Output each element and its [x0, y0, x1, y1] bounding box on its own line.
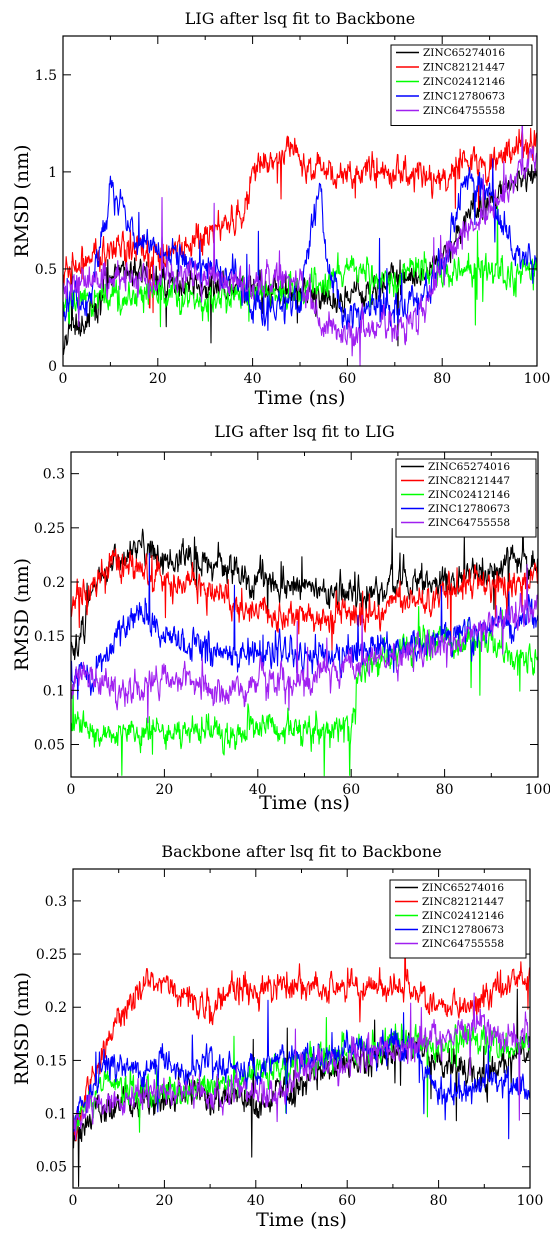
y-tick-label: 0.05	[36, 1160, 67, 1176]
chart-panel-2: LIG after lsq fit to LIG 0 20 40 60 80 100 0.05…	[11, 422, 550, 814]
legend: ZINC65274016 ZINC82121447 ZINC02412146 ZINC…	[390, 44, 533, 126]
chart-panel-3: Backbone after lsq fit to Backbone 0 20 40 6…	[11, 842, 543, 1231]
x-tick-label: 80	[433, 371, 451, 387]
legend-label: ZINC65274016	[428, 461, 510, 473]
y-tick-label: 0.05	[34, 738, 65, 754]
y-tick-label: 0.5	[35, 262, 57, 278]
legend-label: ZINC82121447	[423, 62, 505, 74]
legend-label: ZINC82121447	[428, 475, 510, 487]
legend-label: ZINC02412146	[422, 910, 504, 922]
series-line-ZINC12780673	[71, 552, 538, 700]
series-group	[71, 515, 538, 777]
y-tick-label: 0	[48, 359, 57, 375]
x-tick-label: 20	[149, 371, 167, 387]
chart-title: LIG after lsq fit to Backbone	[185, 9, 416, 28]
x-tick-label: 100	[517, 1193, 544, 1209]
y-tick-label: 1.5	[35, 68, 57, 84]
series-line-ZINC02412146	[63, 205, 537, 328]
chart-title: Backbone after lsq fit to Backbone	[161, 842, 441, 861]
legend-box	[395, 458, 537, 538]
chart-title: LIG after lsq fit to LIG	[214, 422, 395, 441]
x-tick-label: 60	[338, 1193, 356, 1209]
x-tick-label: 0	[67, 782, 76, 798]
x-tick-label: 100	[525, 782, 550, 798]
legend-label: ZINC65274016	[422, 882, 504, 894]
legend-label: ZINC65274016	[423, 47, 505, 59]
series-line-ZINC65274016	[63, 164, 537, 355]
legend-label: ZINC82121447	[422, 896, 504, 908]
legend-label: ZINC12780673	[422, 924, 504, 936]
legend-label: ZINC64755558	[428, 517, 510, 529]
y-axis-label: RMSD (nm)	[11, 972, 33, 1085]
y-tick-label: 0.2	[45, 1000, 67, 1016]
legend-box	[390, 44, 533, 126]
series-line-ZINC64755558	[71, 563, 538, 724]
y-tick-label: 0.1	[45, 1107, 67, 1123]
x-tick-label: 60	[342, 782, 360, 798]
series-line-ZINC64755558	[73, 992, 530, 1141]
x-tick-label: 20	[155, 782, 173, 798]
x-tick-label: 80	[430, 1193, 448, 1209]
legend-label: ZINC02412146	[423, 76, 505, 88]
y-tick-label: 0.15	[34, 629, 65, 645]
legend-label: ZINC02412146	[428, 489, 510, 501]
legend-label: ZINC12780673	[423, 91, 505, 103]
x-tick-label: 80	[436, 782, 454, 798]
x-axis-label: Time (ns)	[256, 1209, 347, 1231]
x-tick-label: 100	[524, 371, 550, 387]
legend-label: ZINC64755558	[423, 105, 505, 117]
x-tick-label: 0	[59, 371, 68, 387]
x-axis-label: Time (ns)	[255, 387, 346, 409]
x-tick-label: 0	[69, 1193, 78, 1209]
x-tick-label: 40	[249, 782, 267, 798]
y-axis-label: RMSD (nm)	[11, 144, 33, 257]
y-tick-label: 0.15	[36, 1053, 67, 1069]
series-line-ZINC65274016	[73, 988, 530, 1187]
y-tick-label: 1	[48, 165, 57, 181]
y-tick-label: 0.25	[34, 521, 65, 537]
y-axis-label: RMSD (nm)	[11, 558, 33, 671]
y-tick-label: 0.1	[43, 683, 65, 699]
legend: ZINC65274016 ZINC82121447 ZINC02412146 ZINC…	[389, 879, 527, 959]
legend-box	[389, 879, 527, 959]
y-tick-label: 0.25	[36, 947, 67, 963]
series-line-ZINC82121447	[73, 916, 530, 1142]
series-line-ZINC65274016	[71, 515, 538, 661]
y-tick-label: 0.3	[45, 894, 67, 910]
x-tick-label: 40	[244, 371, 262, 387]
x-axis-label: Time (ns)	[259, 792, 350, 814]
series-line-ZINC02412146	[73, 1016, 530, 1133]
y-tick-label: 0.3	[43, 467, 65, 483]
series-line-ZINC82121447	[63, 126, 537, 314]
series-group	[73, 916, 530, 1187]
x-tick-label: 60	[338, 371, 356, 387]
legend: ZINC65274016 ZINC82121447 ZINC02412146 ZINC…	[395, 458, 537, 538]
x-tick-label: 40	[247, 1193, 265, 1209]
y-tick-label: 0.2	[43, 575, 65, 591]
series-line-ZINC12780673	[63, 158, 537, 339]
x-tick-label: 20	[155, 1193, 173, 1209]
legend-label: ZINC64755558	[422, 938, 504, 950]
legend-label: ZINC12780673	[428, 503, 510, 515]
series-group	[63, 95, 537, 366]
series-line-ZINC02412146	[71, 606, 538, 777]
series-line-ZINC64755558	[63, 95, 537, 366]
